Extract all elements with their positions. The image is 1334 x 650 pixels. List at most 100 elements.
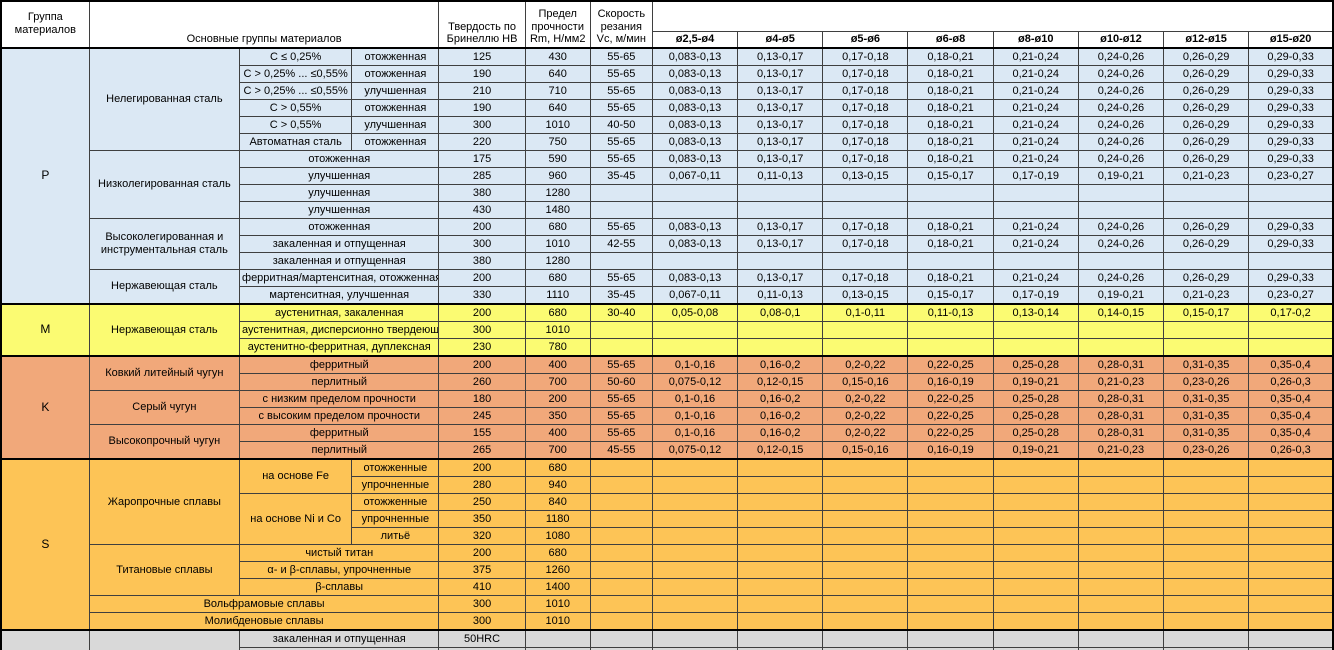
feed-cell	[822, 458, 909, 477]
data-cell: 400	[524, 355, 591, 374]
feed-cell	[822, 510, 909, 528]
feed-cell	[1077, 338, 1165, 357]
feed-cell: 0,18-0,21	[907, 47, 994, 66]
data-cell: 55-65	[589, 390, 653, 408]
data-cell: 300	[438, 612, 526, 631]
feed-cell: 0,083-0,13	[651, 235, 739, 253]
feed-cell	[651, 612, 739, 631]
feed-cell	[1163, 561, 1250, 579]
feed-cell	[651, 476, 739, 494]
data-cell: улучшенная	[239, 167, 440, 185]
feed-cell	[737, 578, 824, 596]
feed-cell	[1248, 338, 1334, 357]
feed-cell: 0,24-0,26	[1077, 82, 1165, 100]
feed-cell	[992, 252, 1079, 270]
feed-cell	[1163, 201, 1250, 219]
data-cell: отожженные	[351, 458, 440, 477]
feed-cell	[1248, 578, 1334, 596]
feed-cell	[1248, 184, 1334, 202]
data-cell: 260	[438, 373, 526, 391]
feed-cell: 0,1-0,16	[651, 355, 739, 374]
data-cell: С > 0,55%	[239, 99, 353, 117]
feed-cell	[737, 476, 824, 494]
table-header: Группа материалов Основные группы матери…	[0, 0, 1334, 49]
feed-cell: 0,26-0,29	[1163, 269, 1250, 287]
feed-cell: 0,05-0,08	[651, 303, 739, 322]
feed-cell	[822, 629, 909, 648]
feed-cell	[1248, 476, 1334, 494]
data-cell: 180	[438, 390, 526, 408]
feed-cell: 0,21-0,24	[992, 133, 1079, 151]
data-cell: 940	[524, 476, 591, 494]
feed-cell: 0,26-0,29	[1163, 47, 1250, 66]
data-cell: 55-65	[589, 65, 653, 83]
feed-cell: 0,35-0,4	[1248, 355, 1334, 374]
feed-cell	[822, 561, 909, 579]
feed-cell: 0,18-0,21	[907, 116, 994, 134]
feed-cell	[822, 184, 909, 202]
feed-cell: 0,25-0,28	[992, 424, 1079, 442]
feed-cell: 0,29-0,33	[1248, 133, 1334, 151]
family-cell: Низколегированная сталь	[88, 150, 241, 219]
feed-cell	[1077, 476, 1165, 494]
group-cell: H	[0, 629, 90, 650]
feed-cell: 0,21-0,23	[1163, 167, 1250, 185]
feed-cell: 0,2-0,22	[822, 424, 909, 442]
data-cell: 330	[438, 286, 526, 305]
data-cell: 700	[524, 373, 591, 391]
data-cell: с низким пределом прочности	[239, 390, 440, 408]
data-cell: 200	[438, 218, 526, 236]
data-cell	[589, 458, 653, 477]
feed-cell	[907, 458, 994, 477]
data-cell: 1480	[524, 201, 591, 219]
feed-cell: 0,17-0,18	[822, 269, 909, 287]
feed-cell	[822, 493, 909, 511]
feed-cell: 0,15-0,17	[907, 167, 994, 185]
feed-cell: 0,083-0,13	[651, 99, 739, 117]
feed-cell	[907, 201, 994, 219]
feed-cell: 0,13-0,17	[737, 218, 824, 236]
family-cell: Жаропрочные сплавы	[88, 458, 241, 545]
feed-cell: 0,21-0,24	[992, 65, 1079, 83]
feed-cell	[1077, 612, 1165, 631]
data-cell: на основе Fe	[239, 458, 353, 494]
data-cell: 350	[524, 407, 591, 425]
feed-cell: 0,31-0,35	[1163, 424, 1250, 442]
feed-cell	[822, 252, 909, 270]
feed-cell: 0,16-0,2	[737, 390, 824, 408]
data-cell: 400	[524, 424, 591, 442]
feed-cell	[737, 252, 824, 270]
feed-cell	[1077, 629, 1165, 648]
data-cell: 680	[524, 218, 591, 236]
data-cell: упрочненные	[351, 510, 440, 528]
feed-cell: 0,075-0,12	[651, 441, 739, 460]
data-cell: 350	[438, 510, 526, 528]
data-cell: 300	[438, 235, 526, 253]
feed-cell: 0,21-0,24	[992, 269, 1079, 287]
feed-cell	[907, 510, 994, 528]
feed-header-blank	[651, 0, 1334, 32]
data-cell: аустенитная, дисперсионно твердеющая	[239, 321, 440, 339]
column-header-diameter-range: ø10-ø12	[1077, 31, 1165, 49]
feed-cell: 0,1-0,16	[651, 390, 739, 408]
feed-cell: 0,12-0,15	[737, 373, 824, 391]
feed-cell	[992, 458, 1079, 477]
feed-cell	[737, 493, 824, 511]
feed-cell	[822, 544, 909, 562]
feed-cell: 0,21-0,24	[992, 47, 1079, 66]
data-cell: 55-65	[589, 82, 653, 100]
column-header-main-groups: Основные группы материалов	[88, 0, 440, 49]
feed-cell: 0,21-0,23	[1163, 286, 1250, 305]
feed-cell: 0,21-0,24	[992, 99, 1079, 117]
data-cell: 155	[438, 424, 526, 442]
data-cell: 710	[524, 82, 591, 100]
data-cell	[589, 578, 653, 596]
data-cell: 590	[524, 150, 591, 168]
feed-cell	[1077, 527, 1165, 545]
feed-cell	[1248, 252, 1334, 270]
feed-cell	[822, 476, 909, 494]
feed-cell: 0,19-0,21	[1077, 167, 1165, 185]
data-cell: 1180	[524, 510, 591, 528]
feed-cell	[1248, 595, 1334, 613]
data-cell: 42-55	[589, 235, 653, 253]
